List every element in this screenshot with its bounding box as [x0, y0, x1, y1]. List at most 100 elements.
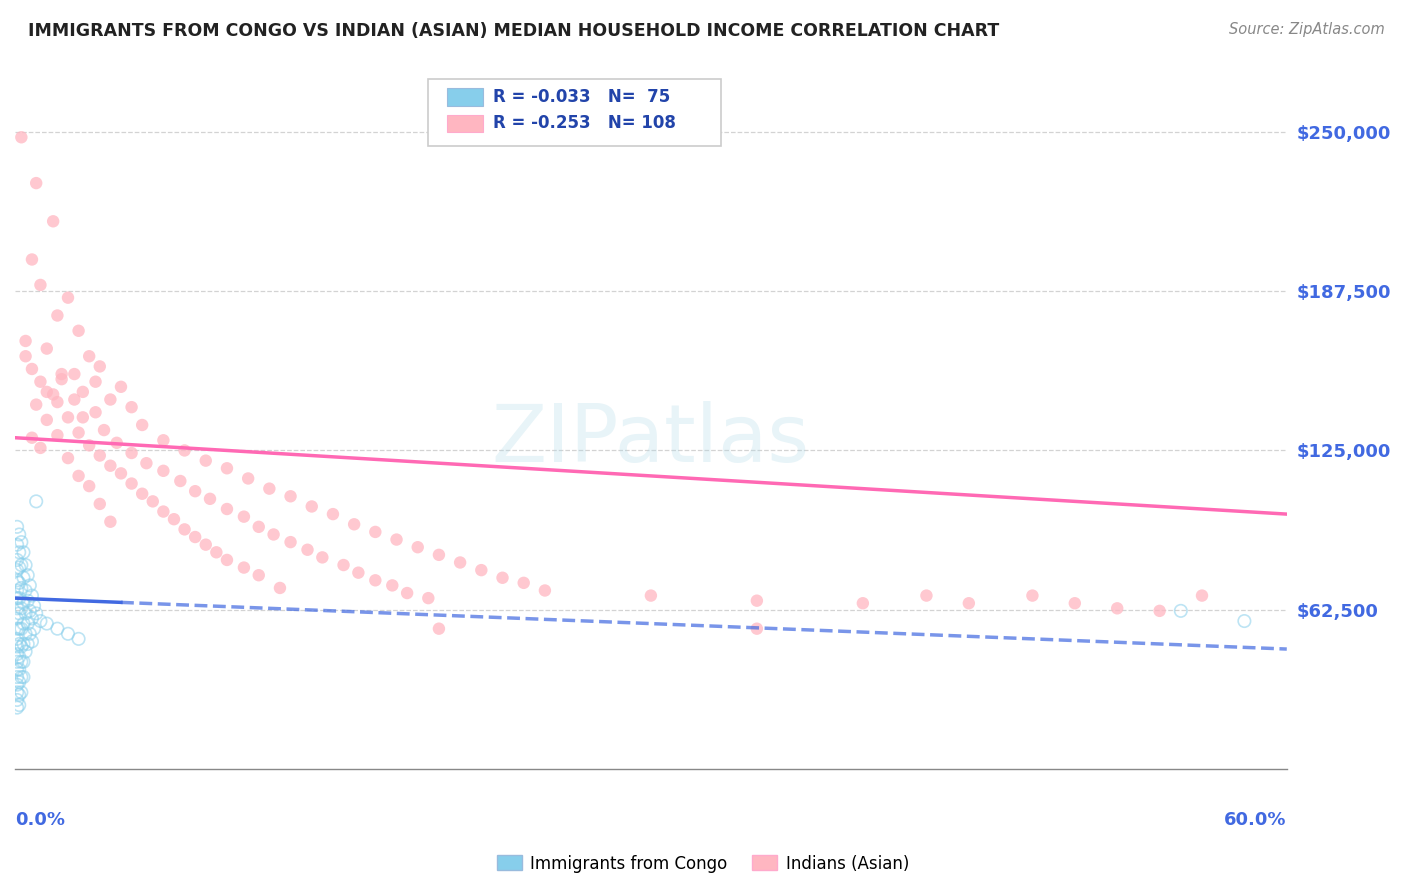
Point	[194, 453, 217, 467]
Point	[10, 670, 32, 684]
Point	[163, 512, 186, 526]
Point	[301, 500, 323, 514]
Point	[63, 392, 86, 407]
Point	[14, 334, 37, 348]
Point	[640, 589, 662, 603]
Point	[56, 410, 79, 425]
Point	[13, 545, 35, 559]
Point	[247, 568, 270, 582]
Point	[1107, 601, 1129, 615]
Point	[6, 678, 28, 692]
Point	[6, 693, 28, 707]
Text: IMMIGRANTS FROM CONGO VS INDIAN (ASIAN) MEDIAN HOUSEHOLD INCOME CORRELATION CHAR: IMMIGRANTS FROM CONGO VS INDIAN (ASIAN) …	[28, 22, 1000, 40]
Point	[30, 614, 52, 628]
Point	[263, 527, 285, 541]
Point	[184, 484, 207, 499]
Point	[13, 616, 35, 631]
Point	[173, 522, 195, 536]
Point	[30, 277, 52, 292]
FancyBboxPatch shape	[447, 115, 484, 132]
Point	[232, 560, 254, 574]
Point	[6, 583, 28, 598]
Point	[6, 655, 28, 669]
Point	[105, 435, 128, 450]
Point	[8, 688, 31, 702]
Point	[6, 520, 28, 534]
Point	[22, 622, 45, 636]
Point	[46, 309, 69, 323]
Point	[135, 456, 157, 470]
Point	[17, 616, 39, 631]
Point	[1191, 589, 1213, 603]
Point	[63, 367, 86, 381]
FancyBboxPatch shape	[429, 79, 721, 145]
Point	[56, 627, 79, 641]
Point	[491, 571, 513, 585]
Point	[72, 410, 94, 425]
Point	[42, 214, 65, 228]
Point	[427, 622, 450, 636]
Point	[1021, 589, 1043, 603]
Point	[21, 431, 44, 445]
Point	[8, 560, 31, 574]
Point	[280, 489, 302, 503]
Point	[259, 482, 281, 496]
Point	[25, 607, 48, 621]
Point	[6, 563, 28, 577]
Point	[10, 640, 32, 654]
Point	[396, 586, 419, 600]
Point	[142, 494, 165, 508]
Point	[35, 616, 58, 631]
Point	[10, 685, 32, 699]
Point	[512, 575, 534, 590]
Point	[100, 458, 122, 473]
Point	[343, 517, 366, 532]
Point	[470, 563, 492, 577]
Point	[56, 291, 79, 305]
Point	[35, 413, 58, 427]
Point	[14, 349, 37, 363]
Point	[46, 428, 69, 442]
Point	[6, 647, 28, 661]
Text: 60.0%: 60.0%	[1225, 811, 1286, 829]
Point	[332, 558, 354, 572]
Point	[347, 566, 370, 580]
Point	[21, 589, 44, 603]
Point	[232, 509, 254, 524]
Point	[18, 578, 41, 592]
Point	[89, 359, 111, 374]
Point	[311, 550, 333, 565]
Point	[14, 627, 37, 641]
Point	[18, 604, 41, 618]
Point	[10, 581, 32, 595]
Point	[449, 556, 471, 570]
Point	[131, 417, 153, 432]
Point	[169, 474, 191, 488]
Point	[173, 443, 195, 458]
Point	[35, 384, 58, 399]
Point	[152, 464, 174, 478]
Point	[6, 685, 28, 699]
Point	[6, 591, 28, 606]
Point	[14, 644, 37, 658]
Point	[6, 574, 28, 588]
Point	[131, 487, 153, 501]
Point	[35, 342, 58, 356]
Point	[67, 469, 90, 483]
Point	[194, 538, 217, 552]
Point	[30, 441, 52, 455]
Point	[8, 622, 31, 636]
Point	[110, 380, 132, 394]
Point	[6, 700, 28, 714]
Point	[89, 497, 111, 511]
Text: R = -0.033   N=  75: R = -0.033 N= 75	[494, 88, 671, 106]
Point	[6, 670, 28, 684]
Point	[121, 400, 143, 414]
Point	[22, 599, 45, 613]
Point	[6, 640, 28, 654]
Point	[6, 538, 28, 552]
Point	[14, 607, 37, 621]
Point	[13, 571, 35, 585]
Point	[77, 349, 100, 363]
Point	[6, 632, 28, 646]
